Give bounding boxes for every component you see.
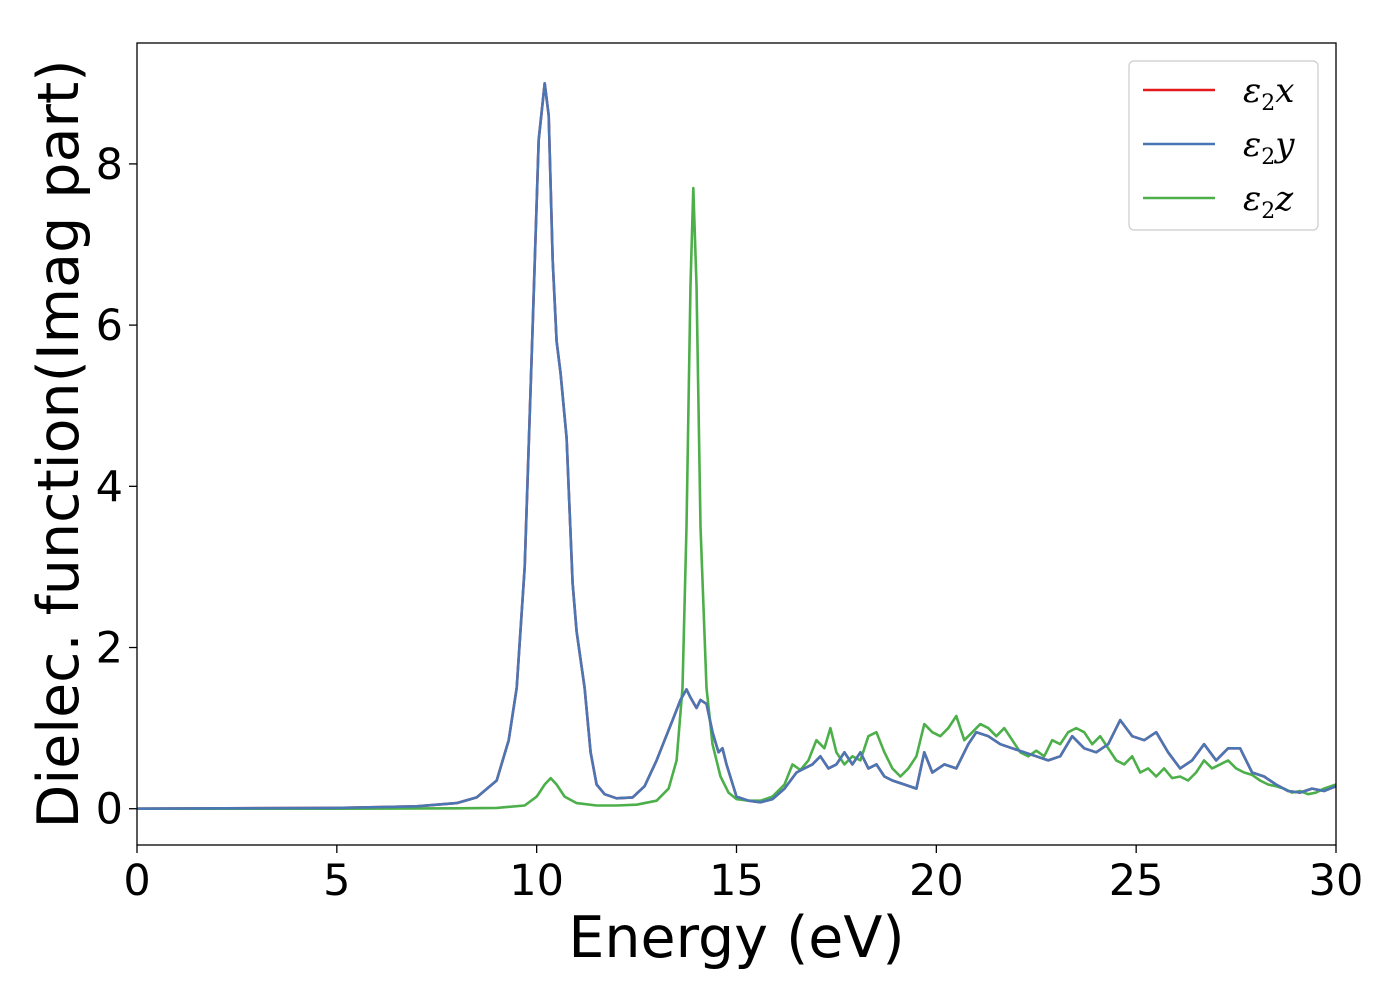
x-tick-label: 20 (909, 856, 964, 906)
legend-label-y: ε2y (1243, 125, 1295, 170)
legend-label-x: ε2x (1243, 71, 1294, 116)
x-tick-label: 25 (1109, 856, 1164, 906)
x-tick-label: 10 (509, 856, 564, 906)
legend-box (1128, 60, 1319, 231)
x-tick-label: 0 (123, 856, 150, 906)
y-axis-title: Dielec. function(Imag part) (26, 59, 92, 828)
x-tick-label: 5 (323, 856, 350, 906)
series-line-y (137, 82, 1336, 810)
x-axis-title: Energy (eV) (568, 905, 904, 971)
x-tick-label: 15 (709, 856, 764, 906)
y-tick-label: 8 (96, 140, 123, 190)
series-layer (137, 82, 1336, 810)
y-tick-label: 0 (96, 785, 123, 835)
y-tick-label: 2 (96, 624, 123, 674)
legend-label-z: ε2z (1243, 179, 1294, 224)
legend: ε2x ε2y ε2z (1128, 60, 1319, 231)
x-tick-label: 30 (1309, 856, 1364, 906)
series-line-z (137, 186, 1336, 810)
y-tick-label: 6 (96, 301, 123, 351)
y-tick-label: 4 (96, 462, 123, 512)
ticks-layer: 0 5 10 15 20 25 30 0 2 4 6 8 (96, 140, 1364, 906)
